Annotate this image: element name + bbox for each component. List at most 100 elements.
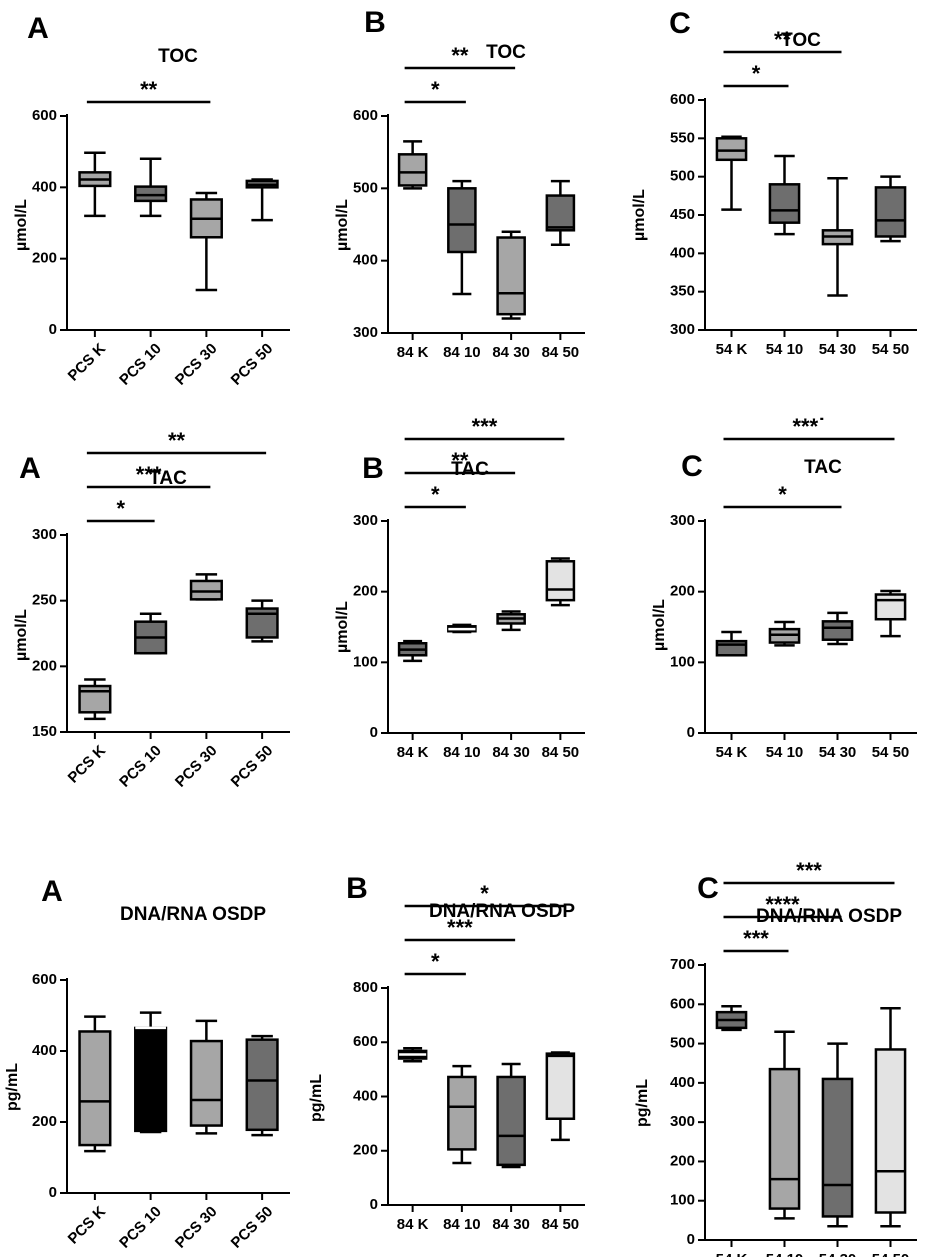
x-tick-label: 54 K	[716, 341, 748, 358]
box-54-k	[715, 630, 748, 657]
box-pcs-30	[189, 1019, 223, 1135]
panel-letter: A	[27, 12, 49, 45]
y-tick-label: 600	[670, 995, 695, 1012]
box-pcs-50	[245, 1034, 279, 1137]
significance-label: ***	[136, 462, 162, 487]
box-iqr	[545, 560, 576, 602]
box-iqr	[189, 1039, 223, 1127]
x-tick-label: 84 30	[492, 344, 530, 361]
x-tick-label: 54 10	[766, 1251, 804, 1257]
x-tick-label: 84 50	[542, 744, 580, 761]
y-tick-label: 300	[353, 512, 378, 529]
chart-panel-3: C TOC µmol/L 300 350 400 450 500 550 600 54 K 54 10…	[631, 7, 917, 358]
box-pcs-30	[189, 573, 223, 601]
y-tick-label: 200	[32, 1113, 57, 1130]
significance-label: *	[431, 949, 440, 974]
y-tick-label: 300	[670, 321, 695, 338]
x-tick-label: PCS 30	[172, 340, 221, 389]
box-84-30	[496, 610, 526, 632]
y-tick-label: 400	[32, 178, 57, 195]
y-tick-label: 700	[670, 956, 695, 973]
chart-title: TOC	[158, 46, 198, 67]
x-tick-label: 54 50	[872, 744, 910, 761]
y-tick-label: 300	[353, 324, 378, 341]
box-pcs-10	[134, 1011, 168, 1134]
significance-label: **	[451, 43, 469, 68]
box-54-50	[874, 175, 907, 243]
box-84-50	[545, 1051, 576, 1142]
y-tick-label: 200	[670, 583, 695, 600]
x-tick-label: 54 50	[872, 1251, 910, 1257]
chart-title: TAC	[451, 459, 489, 480]
x-tick-label: PCS K	[65, 1203, 110, 1248]
y-tick-label: 200	[32, 657, 57, 674]
box-iqr	[397, 153, 428, 187]
box-84-k	[397, 140, 428, 190]
y-tick-label: 0	[370, 1196, 378, 1213]
box-iqr	[134, 1026, 168, 1133]
x-tick-label: PCS 50	[228, 340, 277, 389]
x-tick-label: PCS 10	[116, 742, 165, 791]
significance-label: ***	[447, 915, 473, 940]
y-tick-label: 400	[353, 252, 378, 269]
y-tick-label: 600	[670, 91, 695, 108]
y-tick-label: 0	[49, 1184, 57, 1201]
y-axis-label: µmol/L	[13, 199, 30, 251]
chart-title: TAC	[804, 457, 842, 478]
box-iqr	[768, 183, 801, 224]
box-pcs-k	[78, 151, 112, 218]
panel-letter: B	[364, 6, 386, 39]
y-tick-label: 400	[670, 1074, 695, 1091]
x-tick-label: 84 K	[397, 344, 429, 361]
y-tick-label: 600	[353, 1033, 378, 1050]
y-tick-label: 100	[670, 1192, 695, 1209]
x-tick-label: PCS 30	[172, 742, 221, 791]
y-axis-label: µmol/L	[651, 599, 668, 651]
x-tick-label: 84 50	[542, 1216, 580, 1233]
chart-panel-2: B TOC µmol/L 300 400 500 600 84 K 84 10 84 30 84 5…	[334, 6, 585, 361]
significance-label: ****	[765, 892, 800, 917]
x-tick-label: 84 K	[397, 1216, 429, 1233]
y-tick-label: 550	[670, 129, 695, 146]
box-iqr	[496, 1075, 526, 1167]
significance-label: *	[752, 61, 761, 86]
x-tick-label: 54 K	[716, 744, 748, 761]
box-54-30	[821, 1042, 854, 1228]
panel-letter: C	[669, 7, 691, 40]
y-tick-label: 250	[32, 592, 57, 609]
panel-letter: A	[41, 875, 63, 908]
box-54-k	[715, 135, 748, 211]
box-iqr	[874, 1048, 907, 1214]
y-axis-label: µmol/L	[13, 609, 30, 661]
box-iqr	[874, 593, 907, 621]
significance-label: **	[451, 448, 469, 473]
y-tick-label: 0	[687, 1231, 695, 1248]
box-54-50	[874, 589, 907, 638]
y-tick-label: 200	[353, 583, 378, 600]
box-iqr	[496, 236, 526, 316]
box-84-30	[496, 1062, 526, 1169]
x-tick-label: 54 30	[819, 1251, 857, 1257]
box-iqr	[715, 639, 748, 657]
panel-letter: C	[681, 450, 703, 483]
x-tick-label: PCS K	[65, 340, 110, 385]
significance-label: ***˙	[792, 414, 825, 439]
panel-letter: A	[19, 452, 41, 485]
y-tick-label: 100	[670, 653, 695, 670]
x-tick-label: PCS 50	[228, 742, 277, 791]
y-tick-label: 600	[353, 107, 378, 124]
significance-label: ***	[472, 414, 498, 439]
chart-panel-6: C TAC µmol/L 0 100 200 300 54 K 54 10 54 30 54 50 *…	[651, 414, 917, 761]
box-iqr	[189, 579, 223, 601]
y-axis-label: pg/mL	[308, 1074, 325, 1122]
box-54-k	[715, 1005, 748, 1032]
x-tick-label: 84 10	[443, 1216, 481, 1233]
x-tick-label: 84 50	[542, 344, 580, 361]
chart-panel-5: B TAC µmol/L 0 100 200 300 84 K 84 10 84 30 84 50 *…	[334, 414, 585, 761]
box-84-50	[545, 179, 576, 247]
box-iqr	[545, 1052, 576, 1120]
box-iqr	[78, 1030, 112, 1147]
